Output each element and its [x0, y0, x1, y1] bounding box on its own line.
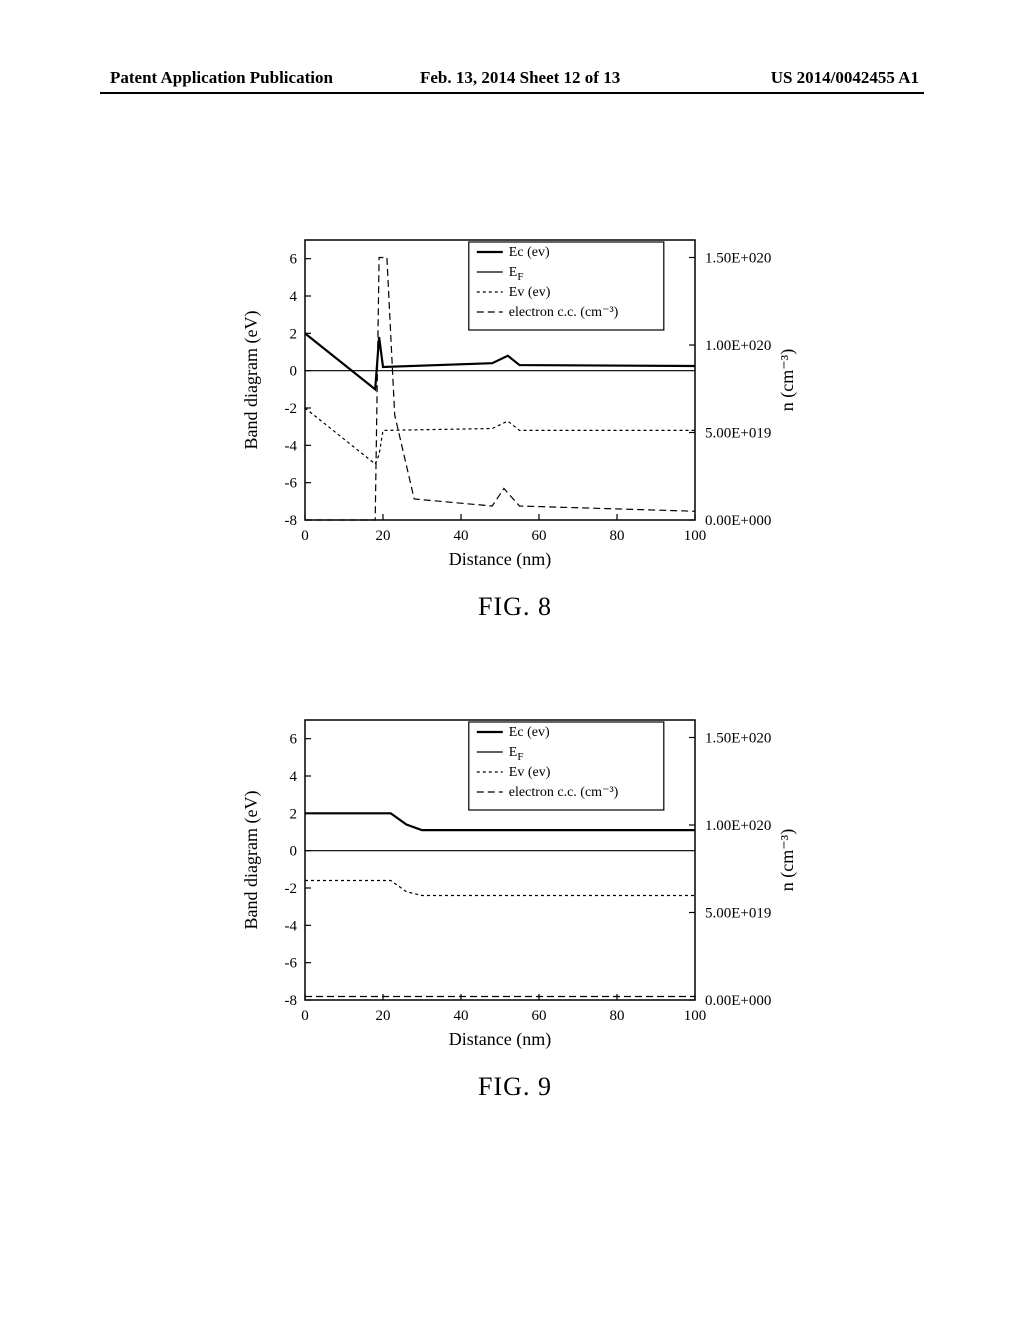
- figure-9: 0 20 40 60 80 100 -8 -6 -4 -2 0 2 4 6 0.00E+000 5.00E+0…: [225, 690, 805, 1102]
- svg-text:Ec (ev): Ec (ev): [509, 245, 550, 260]
- svg-text:-8: -8: [285, 513, 298, 529]
- svg-text:Band diagram (eV): Band diagram (eV): [241, 311, 262, 450]
- svg-text:electron c.c. (cm⁻³): electron c.c. (cm⁻³): [509, 785, 619, 800]
- svg-text:-4: -4: [285, 918, 298, 934]
- svg-text:0: 0: [290, 844, 298, 860]
- figure-8: 0 20 40 60 80 100 -8 -6 -4 -2 0 2 4 6 0.00E+000 5.00E+0…: [225, 210, 805, 622]
- svg-text:60: 60: [532, 528, 547, 544]
- svg-text:40: 40: [454, 528, 469, 544]
- svg-text:100: 100: [684, 528, 707, 544]
- svg-text:1.00E+020: 1.00E+020: [705, 818, 771, 834]
- svg-text:5.00E+019: 5.00E+019: [705, 426, 771, 442]
- figure-8-chart: 0 20 40 60 80 100 -8 -6 -4 -2 0 2 4 6 0.00E+000 5.00E+0…: [225, 210, 805, 590]
- svg-text:5.00E+019: 5.00E+019: [705, 906, 771, 922]
- figure-8-caption: FIG. 8: [225, 592, 805, 622]
- figure-9-chart: 0 20 40 60 80 100 -8 -6 -4 -2 0 2 4 6 0.00E+000 5.00E+0…: [225, 690, 805, 1070]
- svg-text:Ec (ev): Ec (ev): [509, 725, 550, 740]
- svg-text:-6: -6: [285, 476, 298, 492]
- svg-text:100: 100: [684, 1008, 707, 1024]
- figure-9-caption: FIG. 9: [225, 1072, 805, 1102]
- svg-text:6: 6: [290, 252, 298, 268]
- svg-text:n (cm⁻³): n (cm⁻³): [777, 349, 798, 411]
- svg-text:2: 2: [290, 326, 298, 342]
- svg-text:40: 40: [454, 1008, 469, 1024]
- svg-text:0: 0: [301, 528, 309, 544]
- svg-text:6: 6: [290, 732, 298, 748]
- page-header: Patent Application Publication Feb. 13, …: [0, 68, 1024, 92]
- svg-text:Distance (nm): Distance (nm): [449, 1029, 551, 1050]
- svg-text:-8: -8: [285, 993, 298, 1009]
- svg-text:20: 20: [376, 1008, 391, 1024]
- svg-text:0.00E+000: 0.00E+000: [705, 993, 771, 1009]
- header-right: US 2014/0042455 A1: [771, 68, 919, 88]
- svg-text:-2: -2: [285, 401, 298, 417]
- svg-text:1.00E+020: 1.00E+020: [705, 338, 771, 354]
- svg-text:Ev (ev): Ev (ev): [509, 765, 551, 780]
- svg-text:Ev (ev): Ev (ev): [509, 285, 551, 300]
- svg-text:n (cm⁻³): n (cm⁻³): [777, 829, 798, 891]
- svg-text:60: 60: [532, 1008, 547, 1024]
- svg-text:4: 4: [290, 769, 298, 785]
- svg-text:20: 20: [376, 528, 391, 544]
- svg-text:electron c.c. (cm⁻³): electron c.c. (cm⁻³): [509, 305, 619, 320]
- svg-text:2: 2: [290, 806, 298, 822]
- svg-text:0: 0: [290, 364, 298, 380]
- svg-text:Band diagram (eV): Band diagram (eV): [241, 791, 262, 930]
- svg-text:1.50E+020: 1.50E+020: [705, 251, 771, 267]
- svg-text:1.50E+020: 1.50E+020: [705, 731, 771, 747]
- svg-text:-2: -2: [285, 881, 298, 897]
- header-rule: [100, 92, 924, 94]
- header-center: Feb. 13, 2014 Sheet 12 of 13: [420, 68, 620, 88]
- header-left: Patent Application Publication: [110, 68, 333, 88]
- svg-text:4: 4: [290, 289, 298, 305]
- svg-text:0: 0: [301, 1008, 309, 1024]
- svg-text:80: 80: [610, 1008, 625, 1024]
- svg-text:-6: -6: [285, 956, 298, 972]
- svg-text:Distance (nm): Distance (nm): [449, 549, 551, 570]
- svg-text:0.00E+000: 0.00E+000: [705, 513, 771, 529]
- svg-text:80: 80: [610, 528, 625, 544]
- svg-text:-4: -4: [285, 438, 298, 454]
